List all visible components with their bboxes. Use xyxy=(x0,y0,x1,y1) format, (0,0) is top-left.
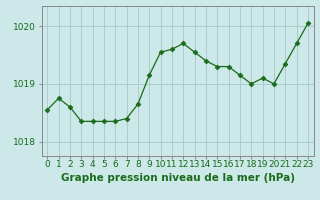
X-axis label: Graphe pression niveau de la mer (hPa): Graphe pression niveau de la mer (hPa) xyxy=(60,173,295,183)
